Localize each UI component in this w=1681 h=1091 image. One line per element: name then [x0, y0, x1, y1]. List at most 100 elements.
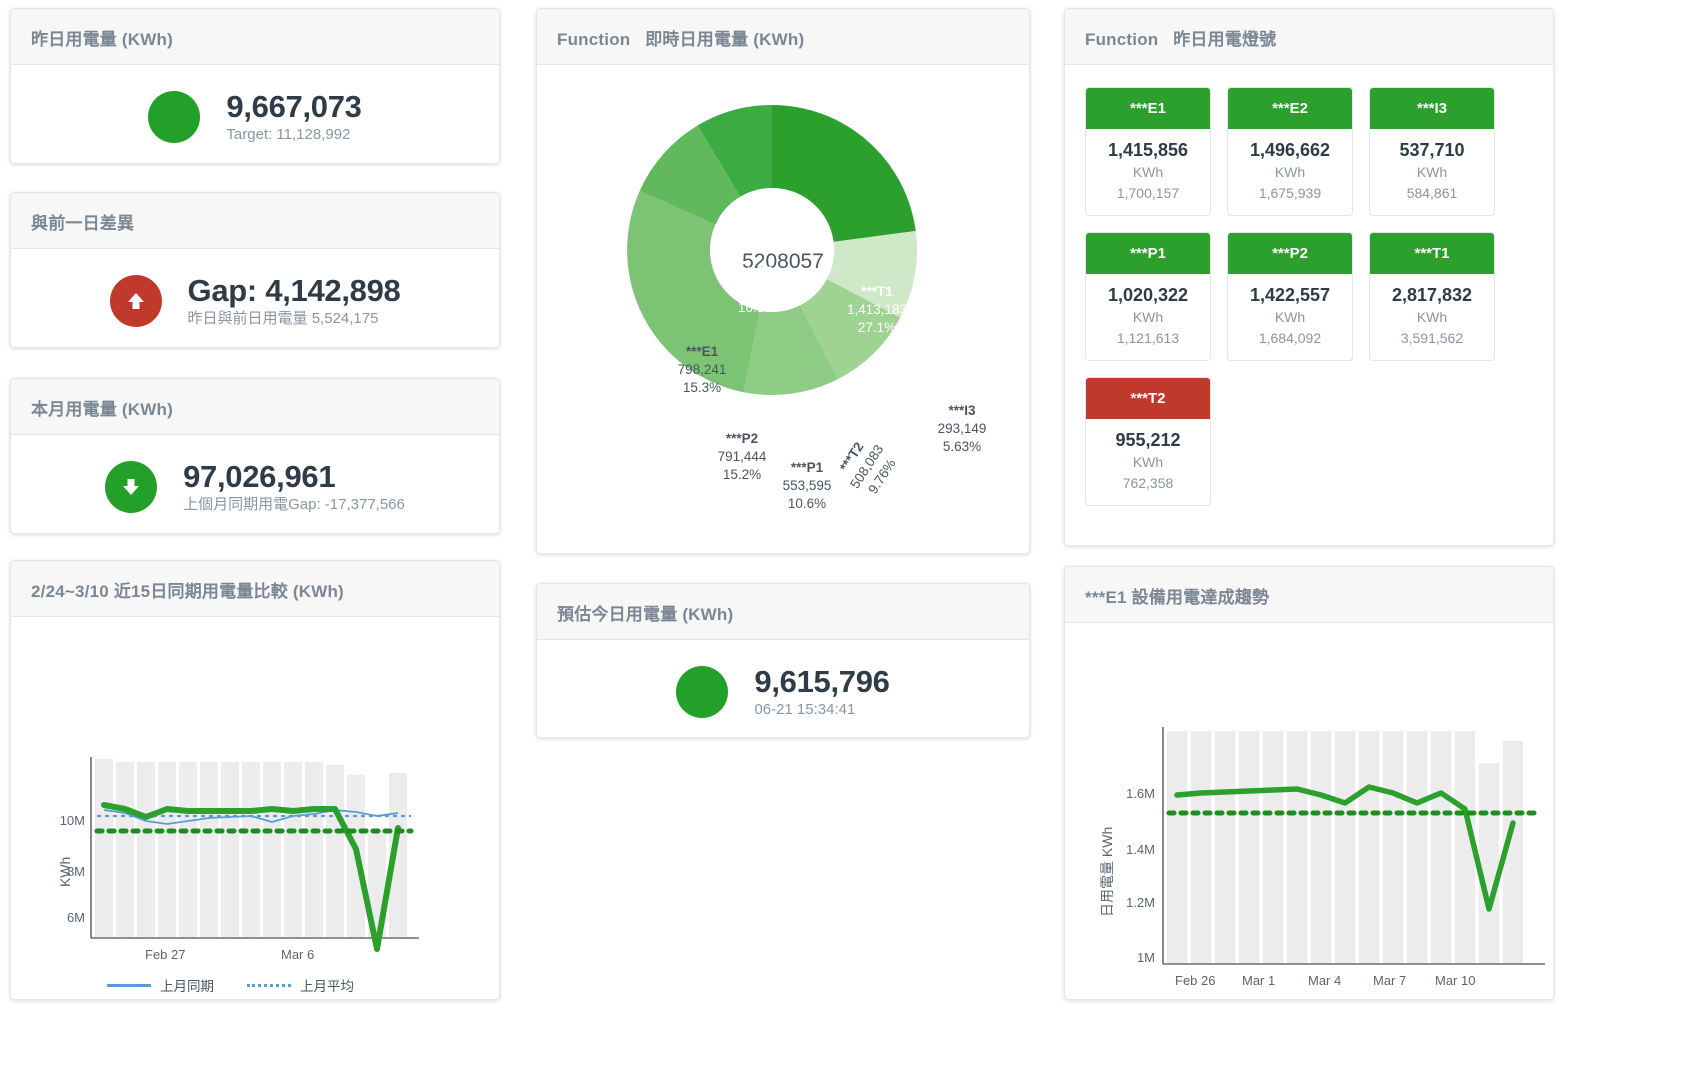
- kpi-month: 97,026,961 上個月同期用電Gap: -17,377,566: [11, 435, 499, 533]
- card-title-text: 昨日用電燈號: [1173, 30, 1277, 49]
- donut-slice-t1: [772, 105, 916, 242]
- light-tile-unit: KWh: [1132, 164, 1164, 181]
- light-tile[interactable]: ***T1 2,817,832 KWh 3,591,562: [1369, 231, 1495, 361]
- ytick-1-4m: 1.4M: [1126, 842, 1155, 857]
- target-bars: [95, 759, 407, 937]
- card-month-usage: 本月用電量 (KWh) 97,026,961 上個月同期用電Gap: -17,3…: [10, 378, 500, 534]
- kpi-gap: Gap: 4,142,898 昨日與前日用電量 5,524,175: [11, 249, 499, 347]
- card-e1-trend-title: ***E1 設備用電達成趨勢: [1065, 567, 1553, 623]
- chart-e1-plot: [1162, 727, 1545, 965]
- card-yesterday-lights-title: Function 昨日用電燈號: [1065, 9, 1553, 65]
- light-tile-body: 1,020,322 KWh 1,121,613: [1086, 274, 1210, 360]
- arrow-down-green-icon: [105, 461, 158, 514]
- legend-item-last-month-avg: 上月平均: [247, 975, 354, 995]
- donut-slice-i3: [826, 231, 918, 318]
- donut-slice-p1: [743, 305, 838, 396]
- card-yesterday-usage-title: 昨日用電量 (KWh): [11, 9, 499, 65]
- ytick-8m: 8M: [66, 864, 85, 879]
- xtick-mar10: Mar 10: [1435, 973, 1476, 988]
- xtick-mar1: Mar 1: [1242, 973, 1276, 988]
- light-tile-body: 955,212 KWh 762,358: [1086, 419, 1210, 505]
- chart-compare-15days: KWh 10M 8M 6M: [11, 617, 499, 999]
- light-tile-grid: ***E1 1,415,856 KWh 1,700,157 ***E2 1,49…: [1065, 65, 1553, 532]
- light-tile-body: 1,422,557 KWh 1,684,092: [1228, 274, 1352, 360]
- kpi-gap-sub: 昨日與前日用電量 5,524,175: [187, 309, 379, 327]
- light-tile-value: 1,020,322: [1107, 284, 1189, 305]
- ytick-10m: 10M: [59, 813, 85, 828]
- kpi-yesterday-value: 9,667,073: [226, 89, 362, 124]
- arrow-up-red-icon: [109, 275, 162, 328]
- light-tile-name: ***T2: [1086, 377, 1210, 419]
- chart-compare-plot: [90, 757, 419, 952]
- ytick-1-6m: 1.6M: [1126, 786, 1155, 801]
- light-tile[interactable]: ***E2 1,496,662 KWh 1,675,939: [1227, 87, 1353, 216]
- card-title-text: 即時日用電量 (KWh): [645, 30, 805, 49]
- light-tile[interactable]: ***P2 1,422,557 KWh 1,684,092: [1227, 231, 1353, 361]
- xtick-mar7: Mar 7: [1373, 973, 1407, 988]
- light-tile-unit: KWh: [1416, 164, 1448, 181]
- card-yesterday-lights: Function 昨日用電燈號 ***E1 1,415,856 KWh 1,70…: [1064, 8, 1554, 546]
- light-tile-value: 1,422,557: [1249, 284, 1331, 305]
- card-title-prefix: Function: [557, 30, 631, 49]
- legend-label: 上月平均: [300, 979, 354, 994]
- legend-item-last-month-same: 上月同期: [107, 975, 247, 995]
- xtick-feb27: Feb 27: [145, 947, 186, 962]
- light-tile-target: 1,121,613: [1116, 329, 1180, 346]
- light-tile-name: ***T1: [1370, 232, 1494, 274]
- card-compare-15days-title: 2/24~3/10 近15日同期用電量比較 (KWh): [11, 561, 499, 617]
- light-tile-value: 2,817,832: [1391, 284, 1473, 305]
- kpi-gap-value: Gap: 4,142,898: [187, 273, 401, 308]
- xtick-mar4: Mar 4: [1308, 973, 1342, 988]
- status-dot-green-icon: [676, 666, 729, 719]
- light-tile[interactable]: ***I3 537,710 KWh 584,861: [1369, 87, 1495, 216]
- light-tile-body: 537,710 KWh 584,861: [1370, 129, 1494, 215]
- light-tile-name: ***E1: [1086, 88, 1210, 129]
- kpi-forecast-value: 9,615,796: [754, 664, 890, 699]
- kpi-gap-text: Gap: 4,142,898 昨日與前日用電量 5,524,175: [187, 273, 401, 328]
- light-tile-target: 584,861: [1406, 184, 1458, 201]
- card-compare-15days-body: KWh 10M 8M 6M: [11, 617, 499, 999]
- light-tile-unit: KWh: [1132, 454, 1164, 471]
- light-tile[interactable]: ***T2 955,212 KWh 762,358: [1085, 376, 1211, 506]
- light-tile-name: ***I3: [1370, 88, 1494, 129]
- legend-swatch-dotted-icon: [247, 983, 291, 987]
- ytick-6m: 6M: [66, 910, 85, 925]
- card-realtime-donut-body: 5208057 ***T1 1,413,183 27.1% ***E2 850,…: [537, 65, 1029, 520]
- light-tile-unit: KWh: [1274, 309, 1306, 326]
- light-tile-body: 2,817,832 KWh 3,591,562: [1370, 274, 1494, 360]
- kpi-month-sub: 上個月同期用電Gap: -17,377,566: [183, 495, 405, 513]
- light-tile-value: 1,415,856: [1107, 140, 1189, 160]
- light-tile-target: 762,358: [1122, 474, 1174, 491]
- donut-slice-e1: [639, 125, 741, 225]
- card-yesterday-lights-body: ***E1 1,415,856 KWh 1,700,157 ***E2 1,49…: [1065, 65, 1553, 532]
- donut-slice-e2: [697, 104, 772, 197]
- light-tile-name: ***E2: [1228, 88, 1352, 129]
- light-tile-unit: KWh: [1416, 309, 1448, 326]
- card-forecast-today: 預估今日用電量 (KWh) 9,615,796 06-21 15:34:41: [536, 583, 1030, 738]
- light-tile[interactable]: ***P1 1,020,322 KWh 1,121,613: [1085, 231, 1211, 361]
- kpi-forecast: 9,615,796 06-21 15:34:41: [537, 640, 1029, 737]
- card-forecast-today-body: 9,615,796 06-21 15:34:41: [537, 640, 1029, 737]
- ytick-1m: 1M: [1136, 950, 1155, 965]
- light-tile-body: 1,415,856 KWh 1,700,157: [1086, 129, 1210, 215]
- legend-label: 上月同期: [160, 979, 214, 994]
- donut-svg: [627, 104, 918, 396]
- card-title-prefix: Function: [1085, 30, 1159, 49]
- target-bars: [1167, 731, 1523, 963]
- light-tile[interactable]: ***E1 1,415,856 KWh 1,700,157: [1085, 87, 1211, 216]
- kpi-yesterday-target: Target: 11,128,992: [226, 125, 351, 143]
- card-forecast-today-title: 預估今日用電量 (KWh): [537, 584, 1029, 640]
- card-month-usage-title: 本月用電量 (KWh): [11, 379, 499, 435]
- kpi-forecast-timestamp: 06-21 15:34:41: [754, 700, 856, 718]
- light-tile-body: 1,496,662 KWh 1,675,939: [1228, 129, 1352, 215]
- light-tile-unit: KWh: [1132, 309, 1164, 326]
- light-tile-target: 1,675,939: [1258, 184, 1322, 201]
- kpi-month-value: 97,026,961: [183, 459, 336, 494]
- kpi-yesterday-text: 9,667,073 Target: 11,128,992: [226, 89, 362, 144]
- light-tile-name: ***P2: [1228, 232, 1352, 274]
- card-e1-trend-body: 日用電量 KWh 1.6M 1.4M 1.2M 1M: [1065, 623, 1553, 999]
- donut-slice-p2: [627, 190, 760, 393]
- xtick-feb26: Feb 26: [1175, 973, 1216, 988]
- card-compare-15days: 2/24~3/10 近15日同期用電量比較 (KWh) KWh 10M 8M 6…: [10, 560, 500, 1000]
